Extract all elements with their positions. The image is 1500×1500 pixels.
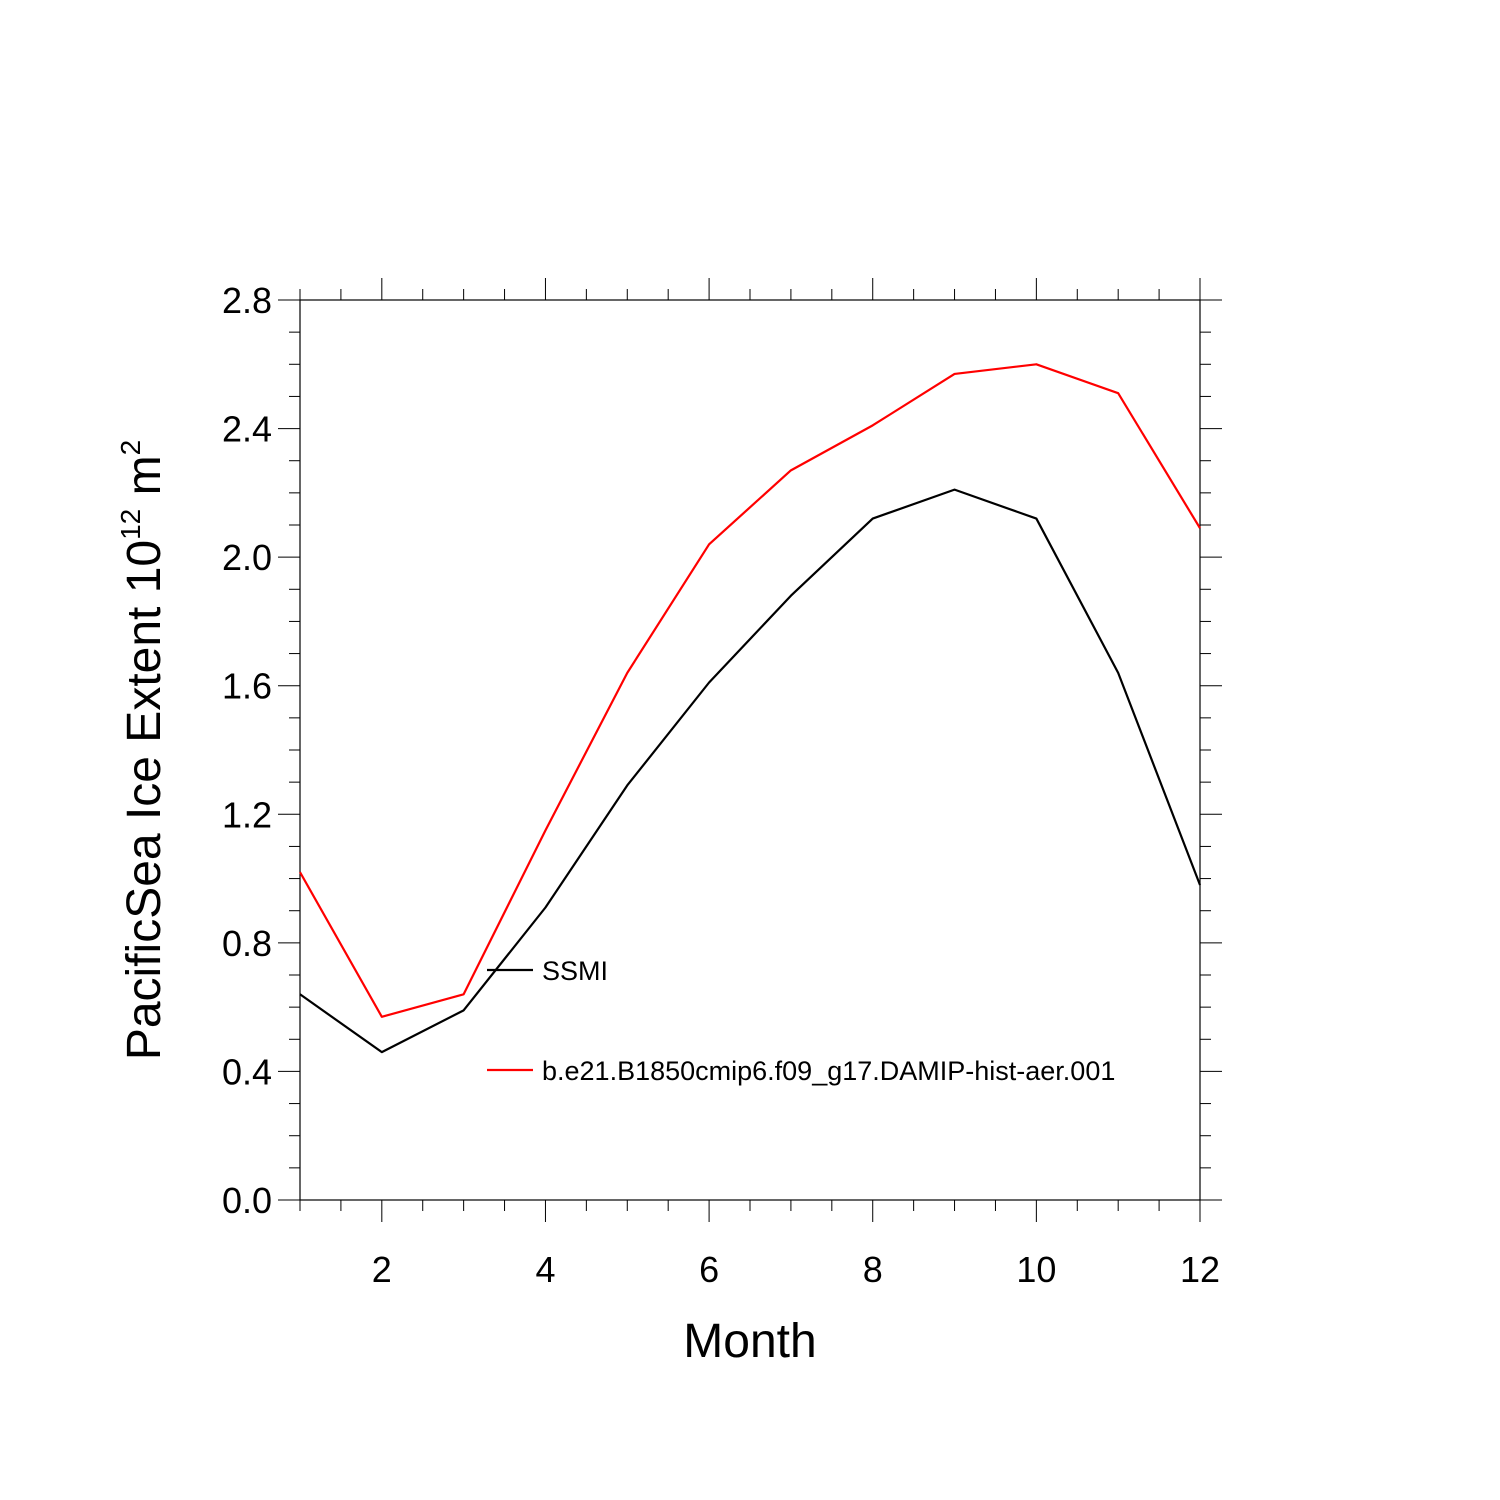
y-axis-title-unit: m [118,455,171,508]
y-axis-title: PacificSea Ice Extent 1012 m2 [115,440,171,1060]
legend: SSMI b.e21.B1850cmip6.f09_g17.DAMIP-hist-… [487,956,1115,1086]
y-axis-title-exponent: 12 [115,509,146,540]
legend-label-1: SSMI [542,956,608,986]
x-tick-label: 12 [1180,1249,1220,1290]
y-tick-label: 1.2 [222,794,272,835]
plot-frame [299,299,1201,1201]
y-tick-label: 0.0 [222,1180,272,1221]
legend-label-2: b.e21.B1850cmip6.f09_g17.DAMIP-hist-aer.… [542,1056,1115,1086]
y-tick-label: 2.0 [222,537,272,578]
y-axis-title-unit-exponent: 2 [115,440,146,456]
x-axis-title: Month [683,1315,816,1368]
tick-labels: 2 4 6 8 10 12 0.0 0.4 0.8 1.2 1.6 2.0 2.4 2.8 [222,280,1220,1290]
x-tick-label: 10 [1016,1249,1056,1290]
y-tick-label: 0.8 [222,923,272,964]
x-tick-label: 4 [535,1249,555,1290]
series-line-2 [299,363,1201,1018]
y-axis-title-main: PacificSea Ice Extent 10 [118,540,171,1060]
series-layer [299,363,1202,1054]
series-line-1 [299,488,1202,1054]
y-tick-label: 0.4 [222,1051,272,1092]
y-tick-label: 2.8 [222,280,272,321]
x-tick-label: 2 [372,1249,392,1290]
y-tick-label: 2.4 [222,409,272,450]
axis-ticks [278,278,1222,1222]
x-tick-label: 8 [863,1249,883,1290]
x-tick-label: 6 [699,1249,719,1290]
y-tick-label: 1.6 [222,666,272,707]
